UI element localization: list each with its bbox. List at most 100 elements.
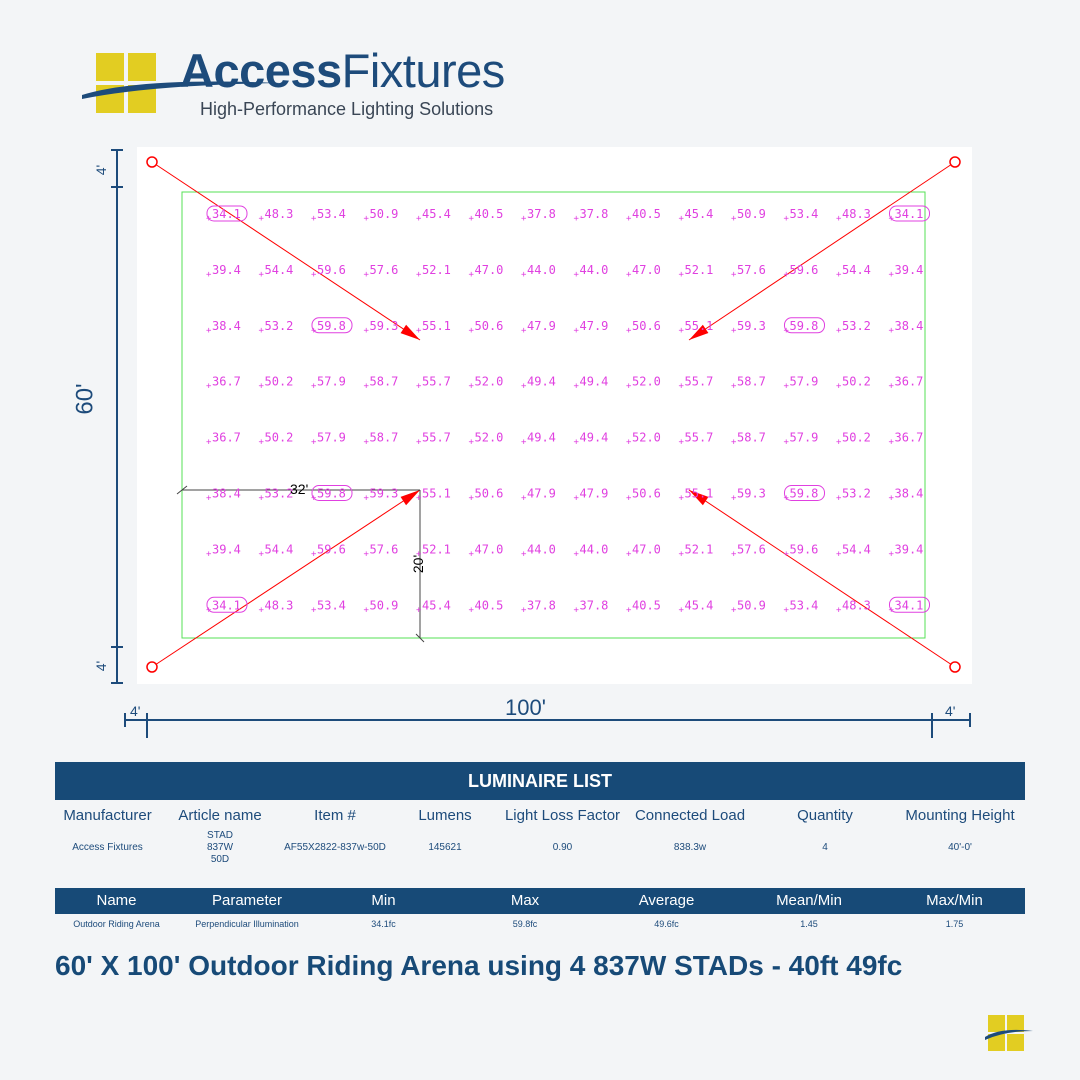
grid-plus: + bbox=[679, 326, 685, 336]
grid-plus: + bbox=[311, 605, 317, 615]
grid-plus: + bbox=[364, 605, 370, 615]
dim-height: 60' bbox=[71, 383, 99, 415]
grid-value: 55.7 bbox=[685, 375, 714, 389]
grid-value: 53.4 bbox=[790, 207, 819, 221]
grid-value: 53.4 bbox=[790, 598, 819, 612]
grid-value: 34.1 bbox=[212, 207, 241, 221]
grid-value: 54.4 bbox=[842, 542, 871, 556]
grid-value: 48.3 bbox=[842, 207, 871, 221]
grid-plus: + bbox=[889, 494, 895, 504]
grid-plus: + bbox=[574, 326, 580, 336]
grid-plus: + bbox=[731, 214, 737, 224]
grid-value: 36.7 bbox=[212, 375, 241, 389]
grid-plus: + bbox=[259, 326, 265, 336]
grid-plus: + bbox=[206, 270, 212, 280]
grid-value: 59.3 bbox=[370, 487, 399, 501]
calc-cell-average: 49.6fc bbox=[654, 919, 679, 929]
grid-plus: + bbox=[836, 214, 842, 224]
grid-plus: + bbox=[469, 214, 475, 224]
aim-line bbox=[688, 489, 956, 668]
luminaire-row: Access Fixtures STAD 837W 50D AF55X2822-… bbox=[55, 830, 1025, 865]
grid-plus: + bbox=[259, 270, 265, 280]
aim-arrow bbox=[400, 324, 420, 340]
grid-value: 54.4 bbox=[265, 263, 294, 277]
grid-value: 50.9 bbox=[737, 598, 766, 612]
grid-plus: + bbox=[259, 549, 265, 559]
grid-value: 40.5 bbox=[632, 598, 661, 612]
dim-setback-left: 4' bbox=[130, 703, 141, 719]
grid-value: 49.4 bbox=[580, 375, 609, 389]
grid-value: 52.0 bbox=[632, 431, 661, 445]
grid-value: 59.3 bbox=[370, 319, 399, 333]
grid-value: 52.1 bbox=[422, 263, 451, 277]
grid-value: 55.7 bbox=[422, 431, 451, 445]
grid-value: 40.5 bbox=[632, 207, 661, 221]
grid-plus: + bbox=[889, 382, 895, 392]
grid-value: 50.9 bbox=[737, 207, 766, 221]
grid-value: 39.4 bbox=[895, 263, 924, 277]
grid-plus: + bbox=[469, 382, 475, 392]
page-title: 60' X 100' Outdoor Riding Arena using 4 … bbox=[55, 950, 903, 981]
grid-plus: + bbox=[889, 270, 895, 280]
grid-value: 47.0 bbox=[475, 542, 504, 556]
small-logo-icon bbox=[985, 1013, 1033, 1053]
dimension-lines bbox=[111, 149, 971, 738]
grid-plus: + bbox=[731, 382, 737, 392]
brand-tagline: High-Performance Lighting Solutions bbox=[200, 99, 494, 119]
grid-value: 37.8 bbox=[527, 207, 556, 221]
aim-line bbox=[151, 489, 421, 668]
grid-value: 34.1 bbox=[212, 598, 241, 612]
logo-square-tl bbox=[96, 53, 124, 81]
grid-plus: + bbox=[889, 438, 895, 448]
grid-value: 57.6 bbox=[370, 263, 399, 277]
brand-logo: AccessFixtures High-Performance Lighting… bbox=[80, 44, 550, 130]
grid-value: 47.9 bbox=[527, 319, 556, 333]
grid-plus: + bbox=[784, 605, 790, 615]
grid-plus: + bbox=[259, 438, 265, 448]
grid-value: 50.6 bbox=[632, 487, 661, 501]
grid-value: 38.4 bbox=[212, 319, 241, 333]
grid-plus: + bbox=[889, 326, 895, 336]
grid-plus: + bbox=[469, 270, 475, 280]
dim-setback-top: 4' bbox=[93, 164, 110, 176]
brand-name: AccessFixtures bbox=[180, 44, 505, 97]
grid-value: 45.4 bbox=[685, 598, 714, 612]
grid-value: 40.5 bbox=[475, 598, 504, 612]
grid-value: 55.1 bbox=[422, 487, 451, 501]
calc-header-max: Max bbox=[510, 892, 540, 909]
grid-plus: + bbox=[626, 270, 632, 280]
grid-value: 57.9 bbox=[317, 375, 346, 389]
grid-plus: + bbox=[364, 270, 370, 280]
grid-plus: + bbox=[311, 438, 317, 448]
calc-header-mean-min: Mean/Min bbox=[776, 892, 842, 909]
grid-value: 54.4 bbox=[265, 542, 294, 556]
grid-plus: + bbox=[416, 214, 422, 224]
calc-header-row: Name Parameter Min Max Average Mean/Min … bbox=[55, 888, 1025, 914]
grid-plus: + bbox=[259, 214, 265, 224]
grid-value: 36.7 bbox=[895, 431, 924, 445]
grid-plus: + bbox=[731, 438, 737, 448]
dim-setback-bottom: 4' bbox=[93, 660, 110, 672]
grid-plus: + bbox=[521, 549, 527, 559]
pole-marker bbox=[146, 156, 158, 168]
header-load: Connected Load bbox=[634, 807, 746, 824]
grid-plus: + bbox=[626, 549, 632, 559]
grid-plus: + bbox=[679, 214, 685, 224]
calc-header-max-min: Max/Min bbox=[926, 892, 983, 909]
grid-value: 50.6 bbox=[632, 319, 661, 333]
calc-cell-max-min: 1.75 bbox=[945, 919, 964, 929]
pole-marker bbox=[146, 661, 158, 673]
grid-value: 53.2 bbox=[265, 487, 294, 501]
grid-value: 39.4 bbox=[212, 542, 241, 556]
aim-arrow bbox=[400, 490, 420, 506]
grid-value: 37.8 bbox=[527, 598, 556, 612]
grid-value: 59.6 bbox=[317, 263, 346, 277]
header-mounting: Mounting Height bbox=[905, 807, 1015, 824]
cell-item: AF55X2822-837w-50D bbox=[284, 842, 386, 853]
grid-value: 59.6 bbox=[317, 542, 346, 556]
grid-plus: + bbox=[574, 605, 580, 615]
grid-plus: + bbox=[679, 549, 685, 559]
grid-value: 38.4 bbox=[895, 319, 924, 333]
grid-value: 57.9 bbox=[790, 431, 819, 445]
aim-dim-tick bbox=[176, 485, 188, 495]
